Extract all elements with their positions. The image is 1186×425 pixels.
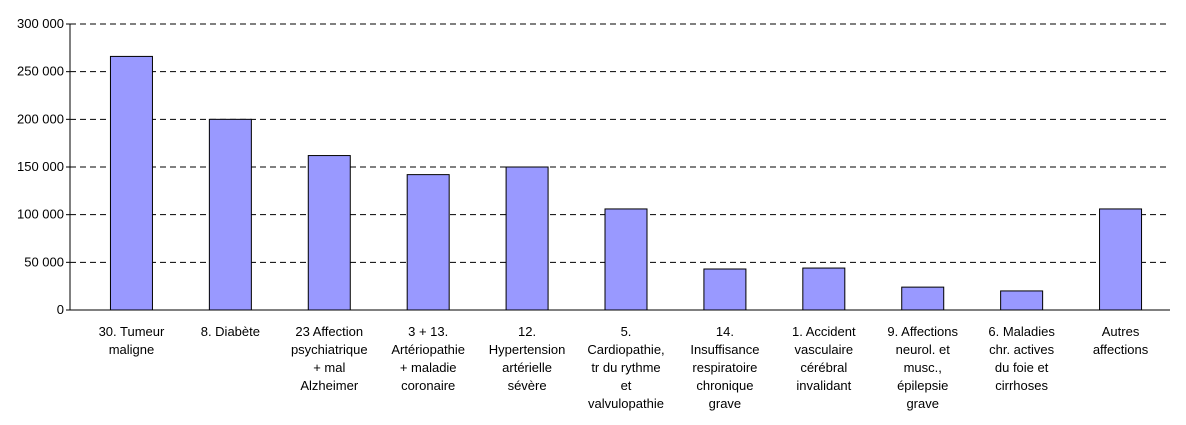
- x-tick-label-line: épilepsie: [897, 378, 948, 393]
- bar: [802, 267, 846, 311]
- x-tick-label: 1. Accident vasculaire cérébral invalidant: [792, 324, 856, 393]
- x-tick-label-line: 12.: [518, 324, 536, 339]
- x-tick-label-line: Cardiopathie,: [587, 342, 664, 357]
- x-tick-label-line: chronique: [696, 378, 753, 393]
- x-tick-label-line: chr. actives: [989, 342, 1055, 357]
- x-tick-label-line: 6. Maladies: [988, 324, 1055, 339]
- x-tick-label-line: 5.: [621, 324, 632, 339]
- x-tick-label-line: Hypertension: [489, 342, 566, 357]
- x-tick-label: 5. Cardiopathie, tr du rythme et valvulopath…: [587, 324, 664, 411]
- x-tick-label-line: cérébral: [800, 360, 847, 375]
- x-tick-label-line: 14.: [716, 324, 734, 339]
- x-tick-label-line: et: [621, 378, 632, 393]
- x-tick-label-line: du foie et: [995, 360, 1049, 375]
- bar: [505, 166, 549, 311]
- bar: [1000, 290, 1044, 311]
- x-tick-label: Autres affections: [1093, 324, 1149, 357]
- bar: [208, 118, 252, 311]
- x-tick-label-line: valvulopathie: [588, 396, 664, 411]
- x-tick-label: 30. Tumeur maligne: [99, 324, 165, 357]
- x-tick-label-line: Autres: [1102, 324, 1140, 339]
- y-tick-label: 200 000: [17, 111, 64, 126]
- x-tick-label-line: invalidant: [796, 378, 851, 393]
- x-tick-label-line: 23 Affection: [295, 324, 363, 339]
- x-tick-label-line: tr du rythme: [591, 360, 660, 375]
- x-tick-label: 3 + 13. Artériopathie + maladie coronaire: [391, 324, 465, 393]
- x-tick-label-line: vasculaire: [795, 342, 854, 357]
- x-tick-label-line: grave: [906, 396, 939, 411]
- x-tick-label-line: psychiatrique: [291, 342, 368, 357]
- x-tick-label-line: sévère: [508, 378, 547, 393]
- x-tick-label-line: + maladie: [400, 360, 457, 375]
- x-tick-label-line: Insuffisance: [690, 342, 759, 357]
- y-tick-label: 50 000: [24, 254, 64, 269]
- x-tick-label-line: Alzheimer: [300, 378, 358, 393]
- x-tick-label: 14. Insuffisance respiratoire chronique grav…: [690, 324, 759, 411]
- y-tick-label: 300 000: [17, 16, 64, 31]
- x-tick-label-line: maligne: [109, 342, 155, 357]
- bar: [901, 286, 945, 311]
- x-tick-label-line: grave: [709, 396, 742, 411]
- x-tick-label: 9. Affections neurol. et musc., épilepsie gr…: [887, 324, 958, 411]
- x-tick-label-line: 8. Diabète: [201, 324, 260, 339]
- x-tick-label-line: 9. Affections: [887, 324, 958, 339]
- y-tick-label: 0: [57, 302, 64, 317]
- x-tick-label: 23 Affection psychiatrique + mal Alzheimer: [291, 324, 368, 393]
- x-tick-label-line: musc.,: [904, 360, 942, 375]
- bar: [307, 155, 351, 311]
- x-tick-label-line: affections: [1093, 342, 1149, 357]
- x-tick-label-line: + mal: [313, 360, 345, 375]
- bar: [703, 268, 747, 311]
- x-tick-label-line: cirrhoses: [995, 378, 1048, 393]
- y-tick-label: 150 000: [17, 159, 64, 174]
- x-tick-label-line: 3 + 13.: [408, 324, 448, 339]
- x-tick-label-line: neurol. et: [896, 342, 951, 357]
- x-tick-label: 8. Diabète: [201, 324, 260, 339]
- x-tick-label: 12. Hypertension artérielle sévère: [489, 324, 566, 393]
- x-tick-label-line: artérielle: [502, 360, 552, 375]
- x-tick-label-line: coronaire: [401, 378, 455, 393]
- bar: [604, 208, 648, 311]
- x-tick-label: 6. Maladies chr. actives du foie et cirrhos…: [988, 324, 1055, 393]
- bar: [406, 174, 450, 311]
- y-tick-label: 250 000: [17, 64, 64, 79]
- x-tick-label-line: respiratoire: [692, 360, 757, 375]
- x-tick-label-line: 30. Tumeur: [99, 324, 165, 339]
- bar: [1099, 208, 1143, 311]
- x-tick-label-line: Artériopathie: [391, 342, 465, 357]
- y-tick-label: 100 000: [17, 207, 64, 222]
- x-tick-label-line: 1. Accident: [792, 324, 856, 339]
- bar: [109, 55, 153, 311]
